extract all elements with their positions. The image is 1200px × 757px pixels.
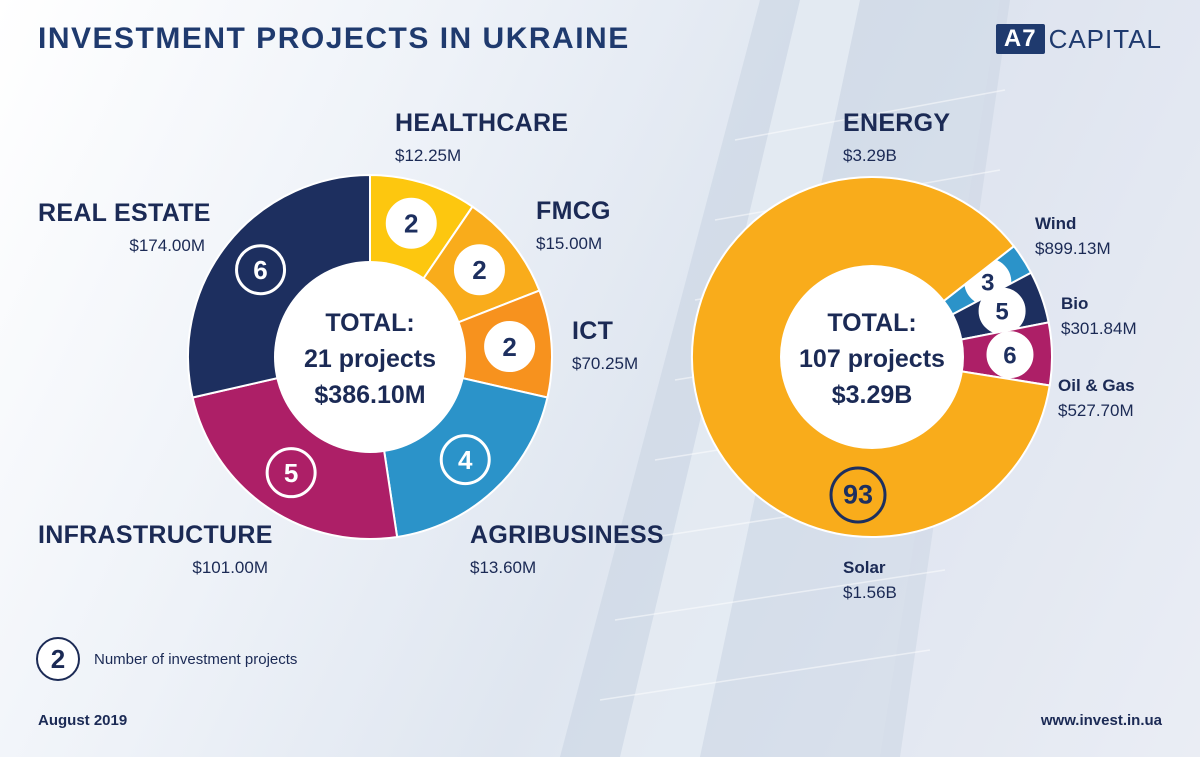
badge-count-agribusiness: 4 [458,445,473,475]
badge-agribusiness [439,434,491,486]
value-fmcg: $15.00M [536,234,603,253]
legend-badge: 2 [36,637,80,681]
badge-count-bio: 5 [995,299,1008,326]
logo-text: CAPITAL [1048,24,1162,54]
badge-count-healthcare: 2 [404,209,418,239]
value-solar: $1.56B [843,583,897,602]
chart-1-center-line-3: $3.29B [832,381,913,409]
value-oil-gas: $527.70M [1058,401,1134,420]
legend: 2 Number of investment projects [36,637,297,681]
badge-infrastructure [265,447,317,499]
label-agribusiness: AGRIBUSINESS [470,521,664,549]
logo-mark: A7 [995,24,1045,54]
chart-0-center-line-1: TOTAL: [325,309,414,337]
value-infrastructure: $101.00M [192,558,268,577]
label-wind: Wind [1035,214,1077,233]
value-wind: $899.13M [1035,239,1111,258]
badge-ict [484,321,536,373]
value-bio: $301.84M [1061,319,1137,338]
chart-0-center [274,261,466,453]
chart-1-center-line-2: 107 projects [799,345,945,373]
value-healthcare: $12.25M [395,146,462,165]
badge-count-ict: 2 [502,332,516,362]
value-energy: $3.29B [843,146,897,165]
label-solar: Solar [843,558,886,577]
value-real-estate: $174.00M [129,236,205,255]
badge-oil-and-gas [986,331,1034,379]
value-ict: $70.25M [572,354,639,373]
chart-1-center-line-1: TOTAL: [827,309,916,337]
badge-count-solar: 93 [843,480,873,510]
badge-fmcg [453,244,505,296]
label-ict: ICT [572,317,614,345]
label-real-estate: REAL ESTATE [38,199,211,227]
label-oil-gas: Oil & Gas [1058,376,1135,395]
chart-0-center-line-2: 21 projects [304,345,436,373]
value-agribusiness: $13.60M [470,558,537,577]
label-infrastructure: INFRASTRUCTURE [38,521,273,549]
badge-count-real-estate: 6 [253,255,267,285]
footer-url: www.invest.in.ua [1040,712,1162,729]
label-fmcg: FMCG [536,197,611,225]
legend-text: Number of investment projects [94,650,298,668]
chart-1-center [780,265,964,449]
badge-count-wind: 3 [981,270,994,297]
badge-real-estate [235,244,287,296]
label-energy: ENERGY [843,109,951,137]
company-logo: A7 CAPITAL [995,24,1162,54]
page-title: INVESTMENT PROJECTS IN UKRAINE [38,22,630,55]
footer-date: August 2019 [38,712,128,729]
badge-healthcare [385,197,437,249]
chart-0-center-line-3: $386.10M [314,381,425,409]
badge-count-infrastructure: 5 [284,458,298,488]
badge-solar [829,466,887,524]
badge-count-oil-and-gas: 6 [1003,342,1016,369]
label-healthcare: HEALTHCARE [395,109,569,137]
label-bio: Bio [1061,294,1089,313]
badge-count-fmcg: 2 [472,255,486,285]
